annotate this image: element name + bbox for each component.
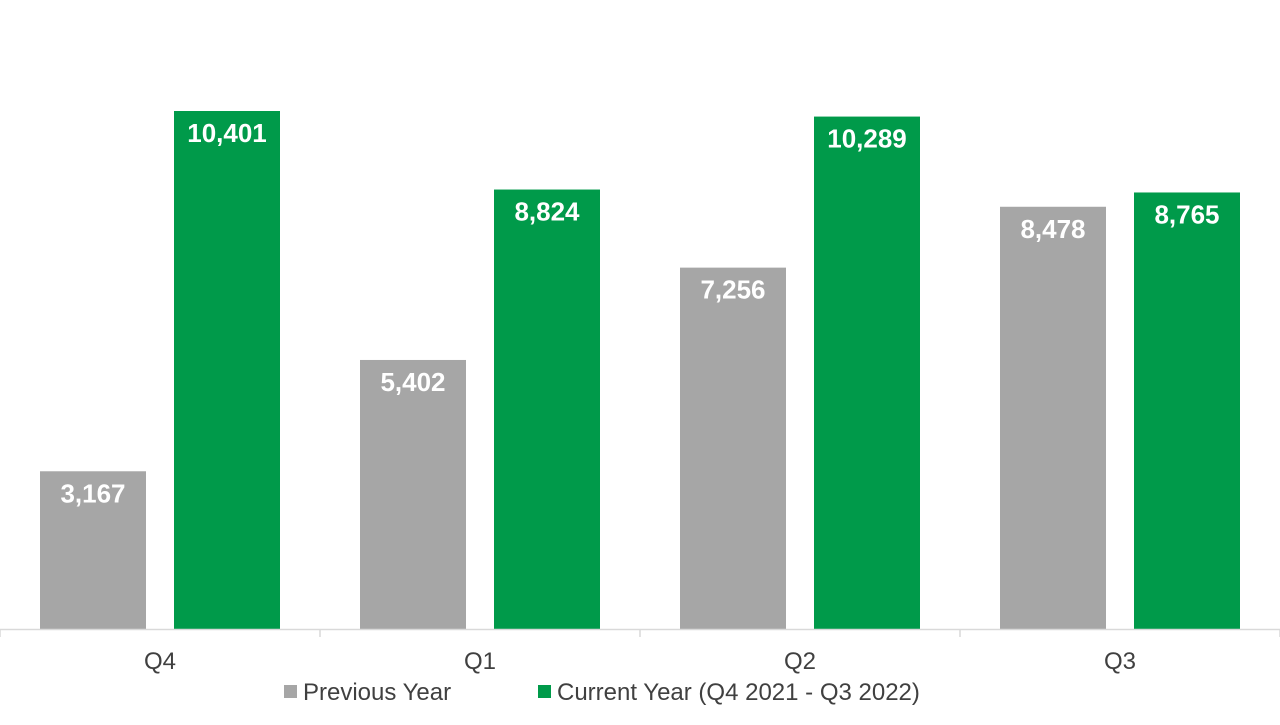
legend-item-previous: Previous Year bbox=[284, 679, 451, 706]
data-label: 7,256 bbox=[700, 275, 765, 305]
legend-item-current: Current Year (Q4 2021 - Q3 2022) bbox=[538, 679, 920, 706]
x-tick-label: Q4 bbox=[144, 648, 176, 675]
legend: Previous Year Current Year (Q4 2021 - Q3 … bbox=[284, 679, 920, 706]
data-label: 10,401 bbox=[187, 118, 267, 148]
bar-current-q4 bbox=[174, 111, 280, 629]
data-label: 10,289 bbox=[827, 124, 907, 154]
legend-swatch bbox=[284, 685, 297, 698]
legend-label: Previous Year bbox=[303, 679, 451, 706]
legend-swatch bbox=[538, 685, 551, 698]
bar-previous-q2 bbox=[680, 267, 786, 629]
x-axis: Q4 Q1 Q2 Q3 bbox=[0, 628, 1280, 675]
bar-current-q3 bbox=[1134, 192, 1240, 630]
x-tick-label: Q3 bbox=[1104, 648, 1136, 675]
bar-current-q2 bbox=[814, 116, 920, 629]
data-label: 5,402 bbox=[380, 367, 445, 397]
data-label: 8,478 bbox=[1020, 214, 1085, 244]
data-labels-layer: 3,167 5,402 7,256 8,478 10,401 8,824 10,289 8,7… bbox=[60, 118, 1219, 508]
bar-previous-q3 bbox=[1000, 206, 1106, 629]
data-label: 3,167 bbox=[60, 478, 125, 508]
bar-previous-q1 bbox=[360, 359, 466, 629]
bar-previous-q4 bbox=[40, 471, 146, 629]
bars-layer bbox=[40, 111, 1240, 630]
data-label: 8,824 bbox=[514, 197, 580, 227]
legend-label: Current Year (Q4 2021 - Q3 2022) bbox=[557, 679, 920, 706]
data-label: 8,765 bbox=[1154, 199, 1219, 229]
x-tick-label: Q2 bbox=[784, 648, 816, 675]
x-tick-label: Q1 bbox=[464, 648, 496, 675]
bar-current-q1 bbox=[494, 189, 600, 629]
